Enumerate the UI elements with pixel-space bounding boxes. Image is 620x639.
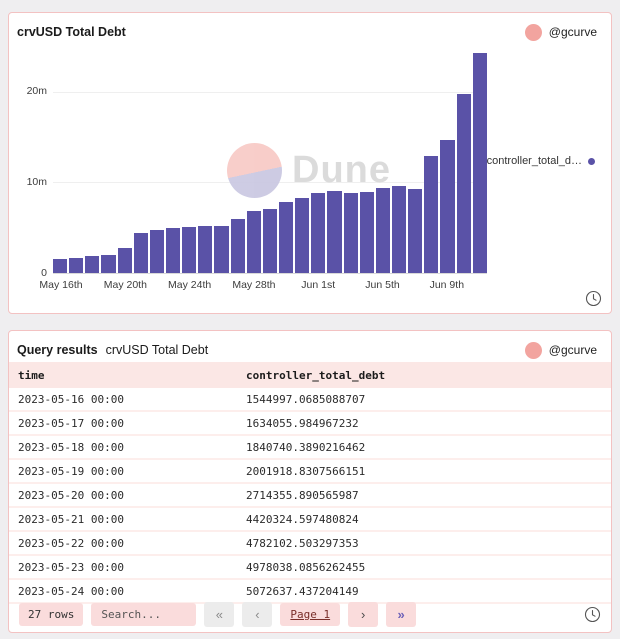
bar-2023-05-29[interactable] [262, 208, 277, 273]
cell-controller-total-debt: 4782102.503297353 [237, 531, 611, 556]
bar-2023-06-04[interactable] [359, 191, 374, 273]
search-input[interactable] [91, 602, 197, 626]
results-table: time controller_total_debt 2023-05-16 00… [9, 362, 611, 604]
x-axis-tick-label: May 16th [39, 279, 83, 291]
cell-time: 2023-05-23 00:00 [9, 555, 237, 580]
x-axis-tick-label: Jun 9th [429, 279, 465, 291]
bar-2023-06-02[interactable] [327, 190, 342, 273]
legend-label: controller_total_d… [486, 155, 582, 167]
gridline [53, 273, 487, 274]
cell-time: 2023-05-20 00:00 [9, 483, 237, 508]
table-row: 2023-05-16 00:00 1544997.0685088707 [9, 388, 611, 412]
table-row: 2023-05-23 00:00 4978038.0856262455 [9, 555, 611, 580]
cell-time: 2023-05-17 00:00 [9, 411, 237, 436]
bar-2023-05-26[interactable] [214, 225, 229, 273]
prev-page-button[interactable]: ‹ [242, 601, 273, 627]
table-title-name: crvUSD Total Debt [105, 343, 209, 357]
cell-controller-total-debt: 1544997.0685088707 [237, 388, 611, 412]
legend-item[interactable]: controller_total_d… [487, 155, 595, 167]
table-row: 2023-05-20 00:00 2714355.890565987 [9, 483, 611, 508]
bar-2023-05-21[interactable] [133, 233, 148, 273]
x-axis-tick-label: Jun 5th [365, 279, 400, 291]
chart-panel-header: crvUSD Total Debt @gcurve [9, 13, 611, 45]
bar-2023-05-25[interactable] [198, 226, 213, 273]
bar-2023-05-30[interactable] [278, 202, 294, 273]
table-title-bold: Query results [17, 343, 98, 357]
current-page-label[interactable]: Page 1 [280, 602, 341, 626]
chart-panel: crvUSD Total Debt @gcurve Dune 0 10m 20m Ma… [8, 12, 612, 314]
plot-area [53, 49, 487, 273]
bar-2023-05-31[interactable] [295, 197, 310, 273]
column-header-time[interactable]: time [18, 369, 45, 382]
table-panel-header: Query results crvUSD Total Debt @gcurve [9, 331, 611, 363]
author-avatar [524, 23, 542, 41]
legend-dot-icon [588, 157, 595, 165]
cell-controller-total-debt: 4420324.597480824 [237, 507, 611, 532]
table-row: 2023-05-22 00:00 4782102.503297353 [9, 531, 611, 556]
cell-controller-total-debt: 1634055.984967232 [237, 411, 611, 436]
bar-2023-06-10[interactable] [456, 93, 471, 273]
clock-icon[interactable] [584, 606, 601, 623]
bar-2023-05-24[interactable] [182, 227, 197, 273]
table-author-link[interactable]: @gcurve [524, 341, 597, 359]
author-avatar [524, 341, 542, 359]
table-row: 2023-05-21 00:00 4420324.597480824 [9, 507, 611, 532]
y-axis-tick-label: 10m [26, 175, 47, 188]
cell-time: 2023-05-24 00:00 [9, 579, 237, 604]
bar-2023-05-18[interactable] [85, 256, 100, 273]
column-header-controller-total-debt[interactable]: controller_total_debt [246, 369, 386, 382]
table-row: 2023-05-19 00:00 2001918.8307566151 [9, 459, 611, 484]
cell-time: 2023-05-22 00:00 [9, 531, 237, 556]
table-title: Query results crvUSD Total Debt [17, 343, 208, 357]
next-page-button[interactable]: › [348, 601, 379, 627]
clock-icon[interactable] [585, 290, 602, 307]
table-header-row: time controller_total_debt [9, 362, 611, 388]
x-axis-tick-label: May 20th [103, 279, 147, 291]
y-axis-tick-label: 20m [26, 85, 47, 98]
bar-2023-05-22[interactable] [149, 229, 164, 273]
cell-controller-total-debt: 4978038.0856262455 [237, 555, 611, 580]
gridline [53, 91, 487, 93]
row-count-badge: 27 rows [19, 602, 84, 626]
cell-controller-total-debt: 2714355.890565987 [237, 483, 611, 508]
bar-2023-06-08[interactable] [424, 156, 439, 273]
bar-2023-05-19[interactable] [101, 254, 116, 273]
table-row: 2023-05-18 00:00 1840740.3890216462 [9, 435, 611, 460]
bar-2023-06-11[interactable] [472, 53, 487, 273]
bar-2023-05-17[interactable] [69, 258, 84, 273]
cell-time: 2023-05-18 00:00 [9, 435, 237, 460]
bar-2023-05-20[interactable] [117, 248, 132, 273]
last-page-button[interactable]: » [386, 601, 417, 627]
query-results-panel: Query results crvUSD Total Debt @gcurve t… [8, 330, 612, 633]
bar-2023-05-16[interactable] [53, 259, 68, 273]
cell-controller-total-debt: 2001918.8307566151 [237, 459, 611, 484]
bar-2023-06-09[interactable] [440, 139, 455, 273]
chart-author-link[interactable]: @gcurve [524, 23, 597, 41]
x-axis-tick-label: Jun 1st [301, 279, 336, 291]
cell-controller-total-debt: 5072637.437204149 [237, 579, 611, 604]
cell-time: 2023-05-21 00:00 [9, 507, 237, 532]
bar-2023-06-01[interactable] [311, 193, 326, 273]
bar-2023-06-07[interactable] [408, 188, 423, 273]
bar-2023-05-27[interactable] [230, 218, 245, 273]
bar-2023-05-23[interactable] [165, 227, 181, 273]
bar-2023-05-28[interactable] [246, 211, 261, 273]
bar-2023-06-05[interactable] [375, 187, 390, 273]
cell-time: 2023-05-16 00:00 [9, 388, 237, 412]
y-axis-tick-label: 0 [41, 266, 47, 279]
author-handle: @gcurve [548, 343, 597, 357]
table-footer: 27 rows « ‹ Page 1 › » [9, 596, 611, 632]
chart-title: crvUSD Total Debt [17, 25, 126, 39]
table-row: 2023-05-17 00:00 1634055.984967232 [9, 411, 611, 436]
first-page-button[interactable]: « [204, 601, 235, 627]
cell-controller-total-debt: 1840740.3890216462 [237, 435, 611, 460]
bar-2023-06-03[interactable] [343, 193, 358, 273]
author-handle: @gcurve [548, 25, 597, 39]
bar-2023-06-06[interactable] [391, 186, 407, 273]
cell-time: 2023-05-19 00:00 [9, 459, 237, 484]
table-row: 2023-05-24 00:00 5072637.437204149 [9, 579, 611, 604]
x-axis-tick-label: May 28th [232, 279, 276, 291]
x-axis-tick-label: May 24th [168, 279, 212, 291]
